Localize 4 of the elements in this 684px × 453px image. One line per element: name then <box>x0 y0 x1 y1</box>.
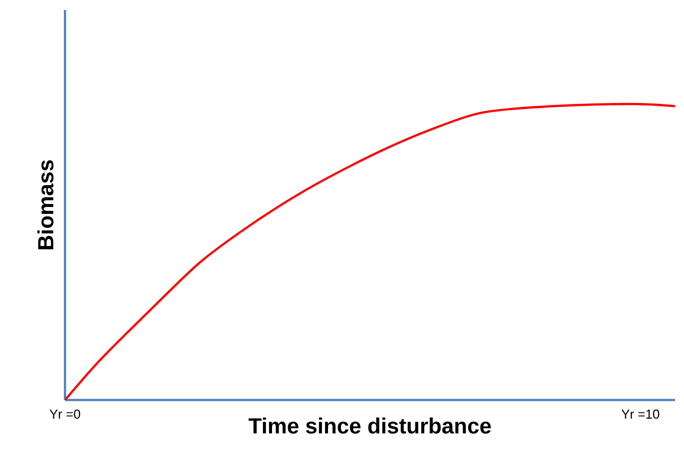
x-tick-label: Yr =0 <box>50 410 80 419</box>
y-axis-title: Biomass <box>37 160 54 250</box>
x-tick-label: Yr =10 <box>622 410 660 419</box>
x-axis-title: Time since disturbance <box>248 418 491 434</box>
